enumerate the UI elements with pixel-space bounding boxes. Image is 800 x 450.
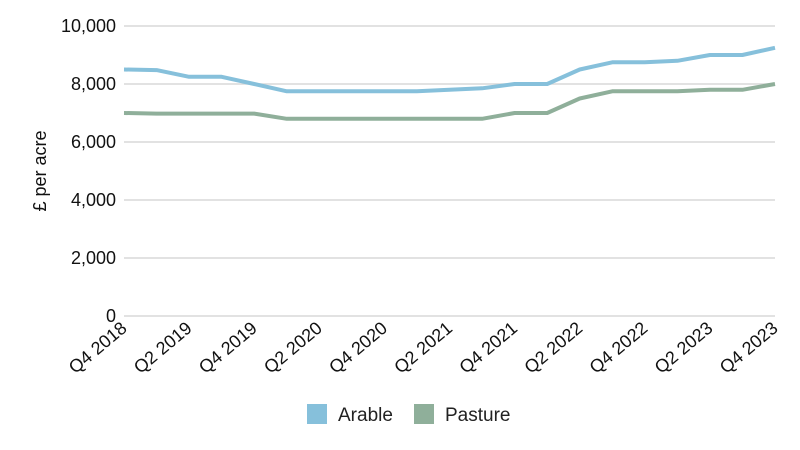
series-line-pasture (123, 82, 776, 121)
gridlines (124, 25, 775, 317)
x-tick-label: Q4 2023 (716, 318, 782, 378)
series-lines (123, 45, 776, 121)
y-tick-label: 10,000 (61, 16, 116, 36)
x-tick-label: Q4 2019 (195, 318, 261, 378)
legend-swatch (414, 404, 434, 424)
legend-item-pasture: Pasture (414, 404, 510, 426)
y-tick-label: 2,000 (71, 248, 116, 268)
x-tick-label: Q2 2019 (130, 318, 196, 378)
legend-label: Arable (338, 405, 393, 426)
y-axis-tick-labels: 0 2,000 4,000 6,000 8,000 10,000 (61, 16, 116, 326)
y-tick-label: 8,000 (71, 74, 116, 94)
y-axis-title: £ per acre (30, 130, 50, 211)
x-tick-label: Q4 2022 (586, 318, 652, 378)
legend-swatch (307, 404, 327, 424)
x-tick-label: Q2 2021 (390, 318, 456, 378)
y-tick-label: 0 (106, 306, 116, 326)
x-tick-label: Q4 2021 (455, 318, 521, 378)
x-tick-label: Q2 2020 (260, 318, 326, 378)
x-tick-label: Q4 2018 (65, 318, 131, 378)
y-tick-label: 4,000 (71, 190, 116, 210)
legend-label: Pasture (445, 405, 510, 426)
series-line-arable (123, 45, 776, 94)
x-tick-label: Q2 2022 (521, 318, 587, 378)
x-tick-label: Q2 2023 (651, 318, 717, 378)
x-axis-tick-labels: Q4 2018 Q2 2019 Q4 2019 Q2 2020 Q4 2020 Q2 20… (65, 318, 782, 378)
legend: Arable Pasture (307, 404, 510, 426)
x-tick-label: Q4 2020 (325, 318, 391, 378)
legend-item-arable: Arable (307, 404, 393, 426)
y-tick-label: 6,000 (71, 132, 116, 152)
